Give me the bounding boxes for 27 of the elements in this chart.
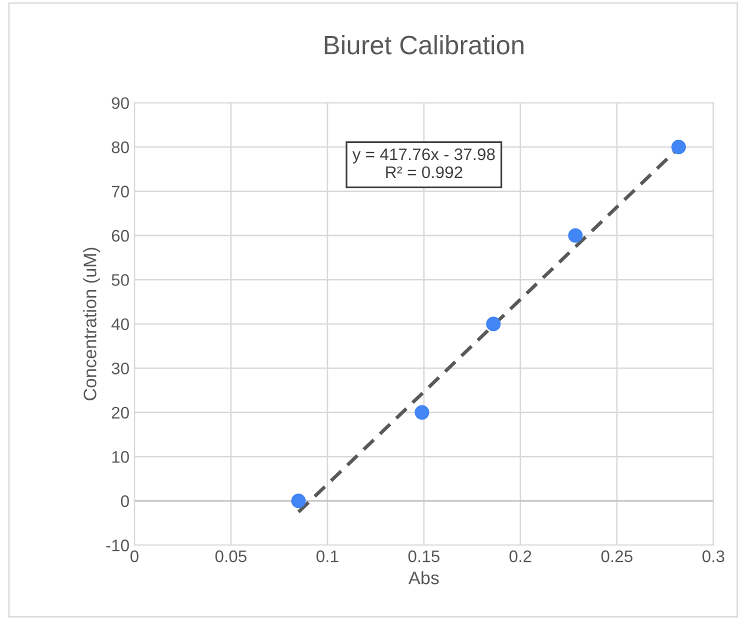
x-axis-title: Abs [408,571,439,584]
x-tick-label: 0.05 [215,550,246,562]
y-tick-label: 0 [120,495,129,508]
point [291,494,306,508]
x-tick-label: 0 [130,550,138,562]
y-tick-label: 50 [112,274,129,286]
annotation: y = 417.76x - 37.98 R² = 0.992 [352,148,495,178]
x-tick-label: 0.25 [601,550,632,562]
x-tick-label: 0.2 [509,550,532,562]
x-tick-label: 0.15 [408,550,440,562]
point [568,228,583,243]
y-axis-title: Concentration (uM) [83,248,100,400]
point [671,140,686,154]
y-tick-label: 70 [112,186,129,198]
point [486,316,501,332]
y-tick-label: 40 [111,318,129,330]
y-tick-label: -10 [106,540,129,552]
point [414,405,430,420]
y-tick-label: 60 [112,230,129,242]
y-tick-label: 90 [112,97,129,109]
y-tick-label: 80 [112,141,129,154]
x-tick-label: 0.3 [702,550,724,562]
y-tick-label: 30 [112,362,129,374]
y-tick-label: 20 [112,406,129,419]
x-tick-label: 0.1 [316,550,338,562]
chart-title: Biuret Calibration [324,35,524,54]
y-tick-label: 10 [112,451,129,463]
